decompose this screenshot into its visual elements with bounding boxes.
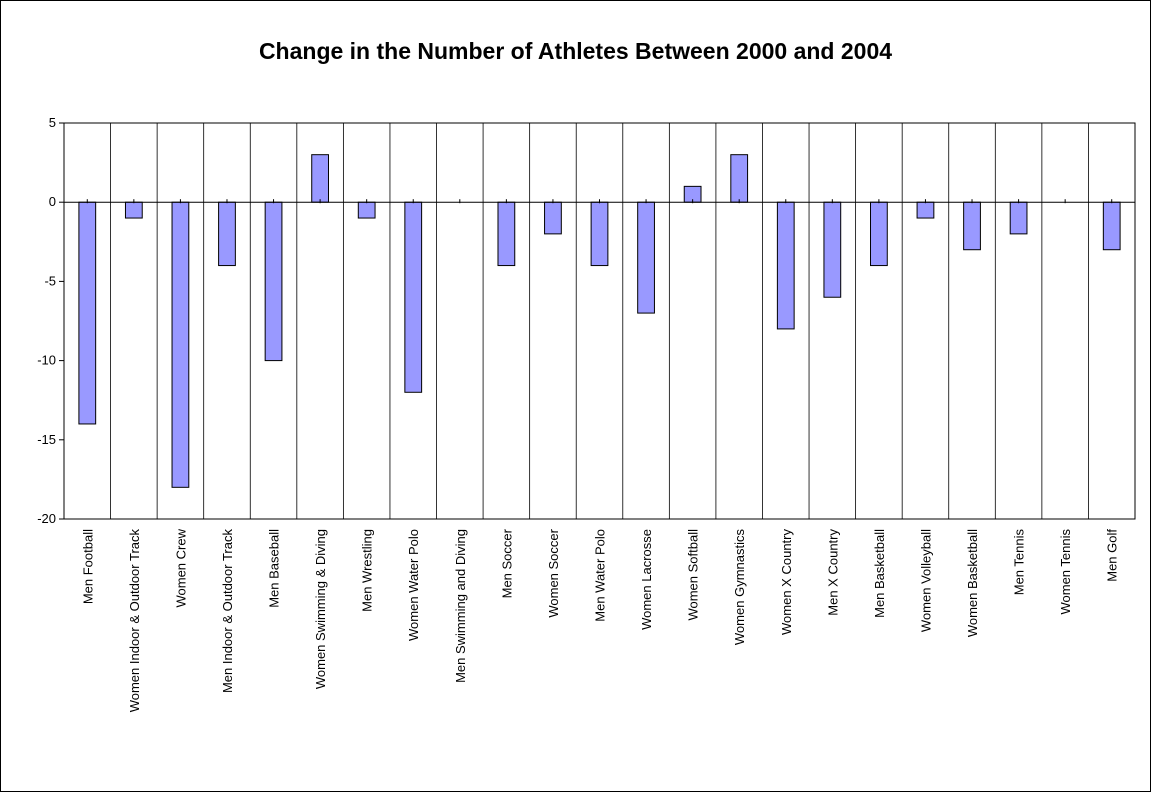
bar — [357, 201, 376, 219]
plot-area-border — [63, 122, 1136, 520]
bar — [78, 201, 97, 425]
category-label: Men Basketball — [872, 529, 887, 618]
bar — [218, 201, 236, 267]
category-label: Men X Country — [825, 529, 840, 616]
bar — [870, 201, 888, 267]
category-label: Men Soccer — [499, 528, 514, 598]
axes — [59, 122, 1136, 520]
category-label: Women Softball — [686, 529, 701, 621]
bar — [311, 154, 329, 203]
category-label: Men Wrestling — [360, 529, 375, 612]
category-label: Women Volleyball — [918, 529, 933, 632]
category-label: Women Soccer — [546, 528, 561, 617]
category-label: Men Baseball — [267, 529, 282, 608]
bar — [916, 201, 935, 219]
category-label: Women Lacrosse — [639, 529, 654, 630]
y-tick-label: 0 — [49, 194, 56, 209]
bar — [590, 201, 609, 267]
category-label: Men Water Polo — [593, 529, 608, 622]
bar — [171, 201, 190, 488]
bar — [637, 201, 655, 314]
category-label: Men Swimming and Diving — [453, 529, 468, 683]
grid-lines — [110, 123, 1089, 519]
bar — [264, 201, 283, 362]
bar — [544, 201, 562, 235]
y-tick-label: -5 — [44, 273, 56, 288]
category-label: Men Indoor & Outdoor Track — [220, 529, 235, 694]
category-label: Men Football — [80, 529, 95, 604]
y-tick-label: 5 — [49, 115, 56, 130]
chart-title: Change in the Number of Athletes Between… — [258, 38, 893, 64]
bar — [404, 201, 423, 393]
bar — [963, 201, 981, 251]
labels: 5 0 -5 -10 -15 -20 Men Football Women Indoor & … — [37, 115, 1120, 712]
bars — [78, 154, 1121, 488]
category-label: Women Tennis — [1058, 529, 1073, 615]
category-label: Women X Country — [779, 529, 794, 635]
bar — [730, 154, 749, 203]
bar — [124, 201, 143, 219]
bar — [1102, 201, 1121, 251]
category-label: Women Indoor & Outdoor Track — [127, 529, 142, 713]
category-label: Women Basketball — [965, 529, 980, 637]
category-label: Women Gymnastics — [732, 529, 747, 646]
bar — [1009, 201, 1028, 235]
bar — [776, 201, 795, 330]
y-tick-label: -20 — [37, 511, 56, 526]
category-label: Women Crew — [173, 528, 188, 607]
category-label: Men Golf — [1105, 529, 1120, 582]
y-tick-label: -10 — [37, 353, 56, 368]
bar — [497, 201, 516, 267]
bar — [823, 201, 842, 298]
category-label: Women Water Polo — [406, 529, 421, 641]
category-label: Men Tennis — [1012, 529, 1027, 596]
y-tick-label: -15 — [37, 432, 56, 447]
category-label: Women Swimming & Diving — [313, 529, 328, 689]
